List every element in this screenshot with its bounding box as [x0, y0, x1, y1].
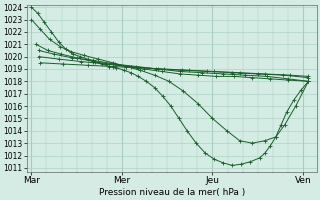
X-axis label: Pression niveau de la mer( hPa ): Pression niveau de la mer( hPa )	[99, 188, 245, 197]
